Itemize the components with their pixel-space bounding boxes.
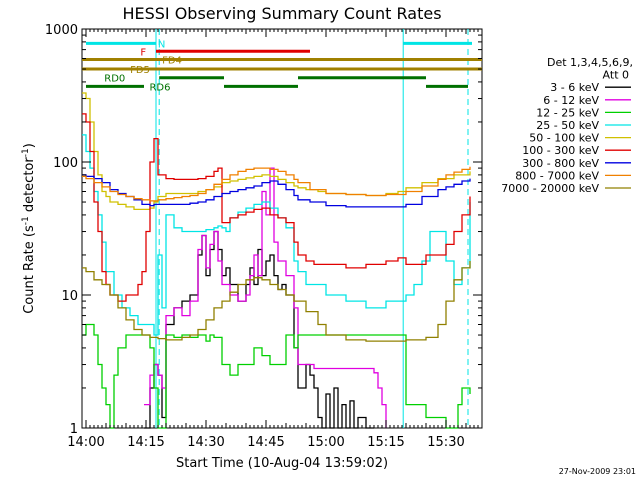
x-tick-label: 15:15 xyxy=(367,435,404,450)
y-label-sup-2: -1 xyxy=(21,148,31,157)
y-label-main: Count Rate (s xyxy=(22,225,37,314)
series-layer xyxy=(82,92,471,429)
y-label-end: ) xyxy=(22,143,37,148)
y-tick-label: 1000 xyxy=(45,23,78,38)
y-tick-label: 100 xyxy=(53,156,78,171)
series-line-1 xyxy=(144,167,387,428)
legend-entry-label: 7000 - 20000 keV xyxy=(501,182,599,195)
x-axis-label: Start Time (10-Aug-04 13:59:02) xyxy=(176,456,388,471)
x-tick-label: 15:30 xyxy=(427,435,464,450)
legend-entry-label: 25 - 50 keV xyxy=(536,119,599,132)
flags-layer: N F FD4 FD5 RD0 RD6 xyxy=(82,39,482,93)
legend-entry-label: 800 - 7000 keV xyxy=(515,169,599,182)
y-axis-label: Count Rate (s-1 detector-1) xyxy=(21,143,37,314)
flag-label-rd6: RD6 xyxy=(149,82,170,93)
legend-title-line-2: Att 0 xyxy=(603,69,629,82)
y-label-mid: detector xyxy=(22,157,37,217)
legend-entry-label: 100 - 300 keV xyxy=(522,144,599,157)
axes-layer: 14:00 14:15 14:30 14:45 15:00 15:15 15:30 1 10 10… xyxy=(45,23,483,450)
flag-label-f: F xyxy=(140,47,146,58)
chart-title: HESSI Observing Summary Count Rates xyxy=(122,4,441,23)
series-line-2 xyxy=(82,323,471,429)
legend-title-line-1: Det 1,3,4,5,6,9, xyxy=(547,56,633,69)
series-line-0 xyxy=(144,230,374,429)
flag-label-fd4: FD4 xyxy=(162,55,182,66)
plot-frame xyxy=(81,28,483,429)
y-tick-label: 10 xyxy=(61,289,78,304)
legend-entry-label: 12 - 25 keV xyxy=(536,106,599,119)
flag-label-fd5: FD5 xyxy=(130,65,150,76)
x-tick-label: 14:30 xyxy=(187,435,224,450)
legend-entry-label: 300 - 800 keV xyxy=(522,157,599,170)
legend-entry-label: 6 - 12 keV xyxy=(543,94,599,107)
flag-label-rd0: RD0 xyxy=(104,74,125,85)
x-tick-label: 14:15 xyxy=(127,435,164,450)
x-tick-label: 14:00 xyxy=(67,435,104,450)
legend-entry-label: 50 - 100 keV xyxy=(529,132,599,145)
footer-timestamp: 27-Nov-2009 23:01 xyxy=(559,467,636,476)
y-label-sup-1: -1 xyxy=(21,216,31,225)
flag-label-n: N xyxy=(158,39,165,50)
legend-entry-label: 3 - 6 keV xyxy=(550,81,599,94)
x-tick-label: 15:00 xyxy=(307,435,344,450)
plot-area xyxy=(81,28,483,429)
series-line-7 xyxy=(82,166,471,202)
series-line-8 xyxy=(82,261,471,342)
y-tick-label: 1 xyxy=(70,422,78,437)
x-tick-label: 14:45 xyxy=(247,435,284,450)
